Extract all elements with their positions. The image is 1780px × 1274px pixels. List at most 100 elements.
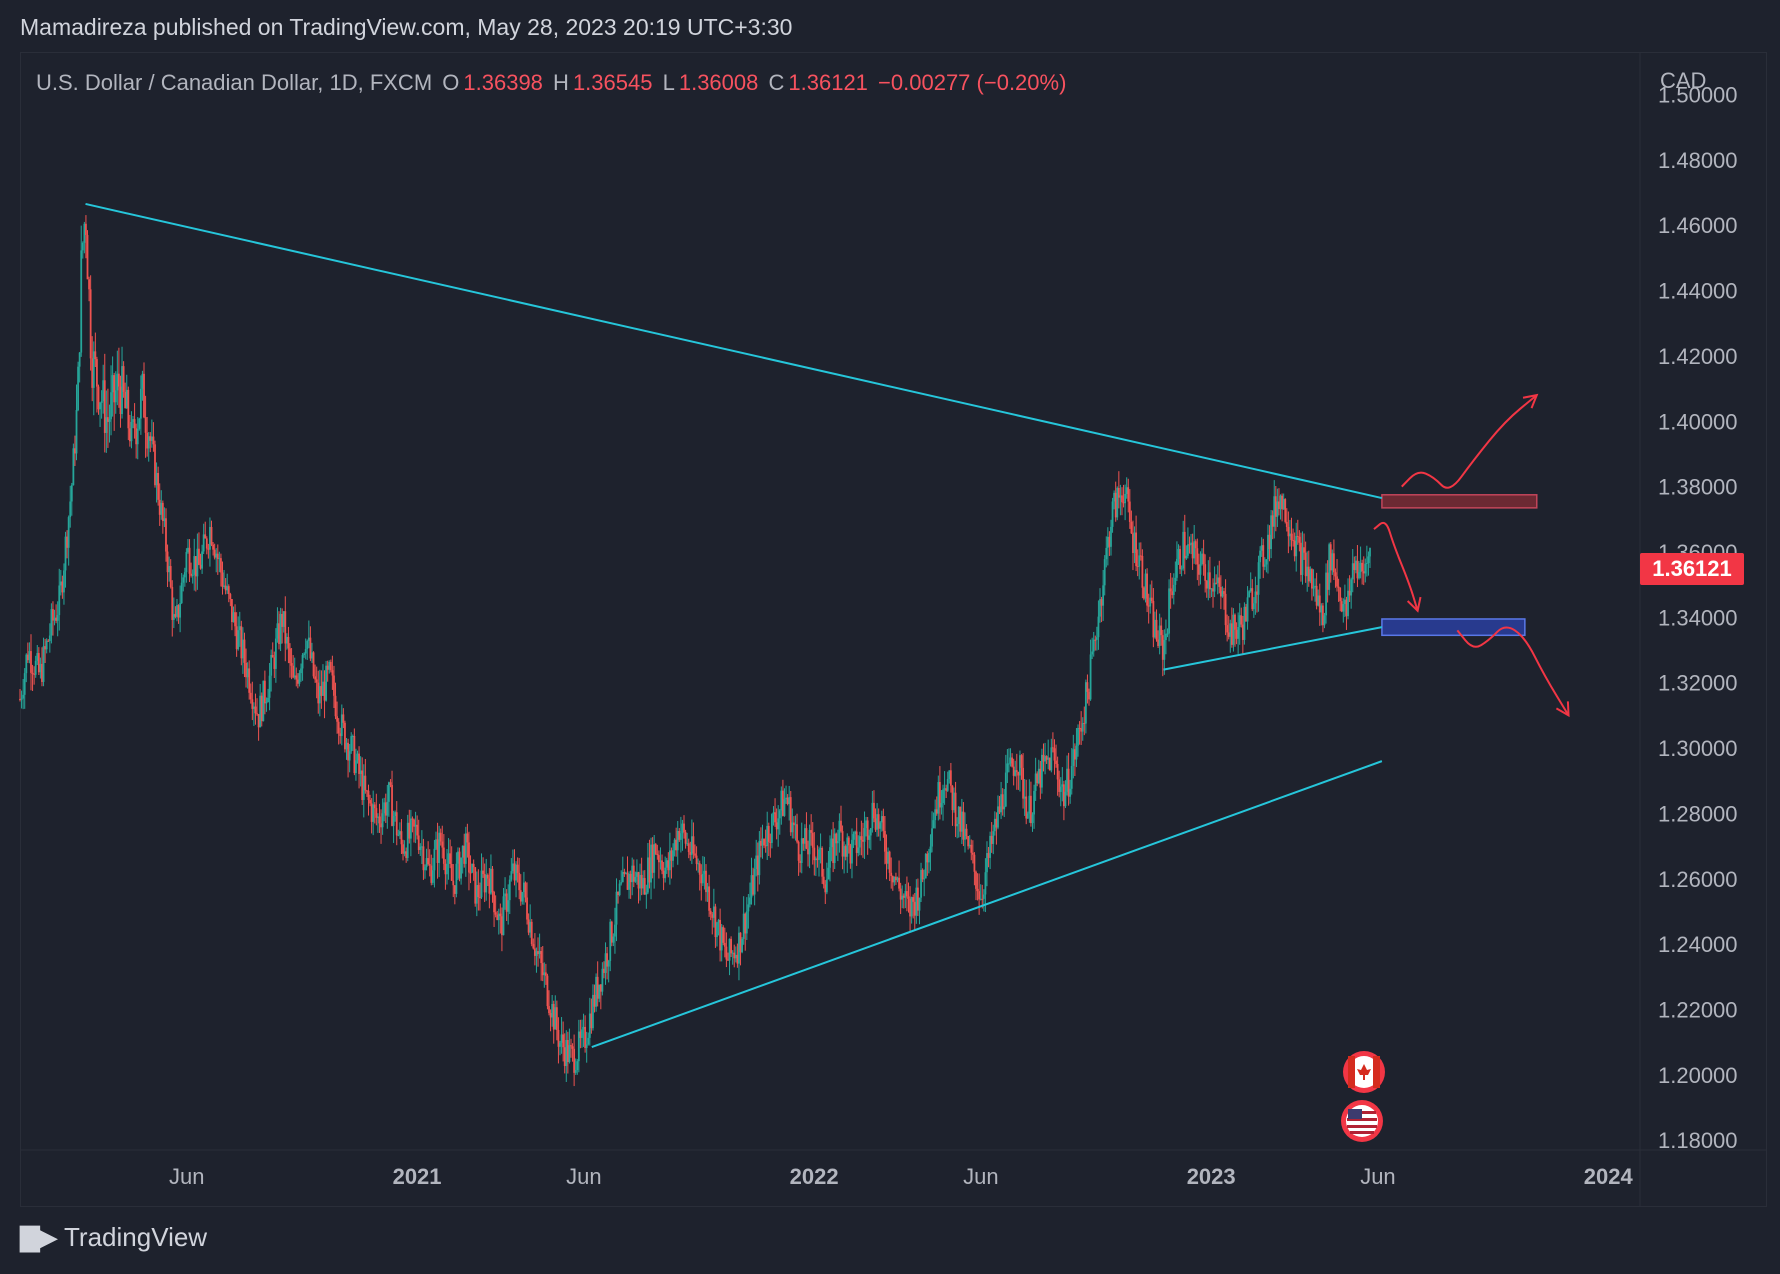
candle-body	[1146, 573, 1148, 606]
candle-body	[171, 586, 174, 620]
candle-body	[1125, 487, 1128, 495]
projection-arrows[interactable]	[1373, 393, 1570, 718]
candle-body	[1336, 576, 1338, 587]
candle-body	[1267, 534, 1269, 560]
candle-body	[604, 953, 607, 973]
candle-body	[290, 663, 293, 666]
candle-body	[334, 695, 337, 717]
candle-body	[457, 851, 459, 864]
candle-body	[455, 863, 458, 894]
candle-body	[1078, 727, 1081, 729]
candle-body	[263, 680, 266, 704]
candle-body	[1069, 788, 1072, 797]
candle-body	[576, 1061, 579, 1070]
candle-body	[337, 721, 340, 734]
candle-body	[946, 779, 949, 791]
candle-body	[1290, 533, 1293, 541]
ascending-trendline-short[interactable]	[1163, 626, 1383, 671]
candle-body	[42, 646, 45, 682]
candle-body	[1001, 794, 1004, 810]
descending-trendline[interactable]	[85, 202, 1383, 500]
candle-body	[1048, 757, 1051, 771]
usa-flag-icon[interactable]	[1341, 1100, 1383, 1142]
candle-body	[1350, 579, 1353, 596]
pullback-arrow-head	[1406, 596, 1422, 613]
candle-body	[672, 850, 674, 861]
candle-body	[789, 797, 792, 833]
candle-body	[863, 828, 866, 842]
candle-body	[683, 823, 685, 833]
candle-body	[568, 1045, 571, 1063]
candle-body	[1022, 767, 1024, 799]
candle-body	[141, 373, 144, 389]
candle-body	[761, 838, 764, 846]
canada-flag-icon[interactable]	[1343, 1051, 1385, 1093]
candle-body	[154, 444, 156, 486]
candle-body	[81, 242, 84, 251]
candle-body	[340, 714, 343, 737]
candle-body	[1285, 521, 1288, 527]
candle-body	[992, 831, 995, 844]
candle-body	[64, 536, 67, 571]
bearish-breakdown-arrow[interactable]	[1456, 626, 1570, 716]
candle-body	[246, 668, 249, 678]
resistance-zone[interactable]	[1381, 494, 1538, 509]
candle-body	[1168, 588, 1170, 634]
candle-body	[102, 380, 105, 402]
candle-body	[80, 250, 83, 353]
candle-body	[719, 919, 722, 951]
candle-body	[215, 553, 218, 558]
candle-body	[995, 818, 998, 828]
ascending-trendline-long[interactable]	[591, 760, 1383, 1049]
candle-body	[709, 910, 712, 915]
candle-body	[714, 906, 717, 938]
candle-body	[1317, 595, 1320, 606]
candle-body	[838, 820, 841, 841]
candle-body	[161, 502, 164, 522]
y-tick-label: 1.50000	[1658, 82, 1738, 107]
candle-body	[74, 448, 76, 454]
candle-body	[618, 883, 621, 895]
candle-body	[210, 526, 213, 545]
candle-body	[1144, 573, 1147, 599]
y-axis-ticks[interactable]: 1.50000 1.48000 1.46000 1.44000 1.42000 1.400…	[1658, 82, 1738, 1153]
candle-body	[1212, 588, 1214, 592]
candle-body	[965, 828, 968, 837]
support-zone[interactable]	[1381, 618, 1526, 637]
candle-body	[1044, 756, 1046, 762]
candle-body	[1295, 535, 1298, 557]
candle-body	[108, 419, 111, 422]
candle-body	[1100, 599, 1103, 606]
candle-body	[92, 351, 95, 388]
candle-body	[733, 952, 736, 959]
candle-body	[833, 833, 836, 863]
candle-body	[753, 868, 756, 895]
candle-body	[1328, 544, 1331, 590]
candle-body	[877, 814, 880, 829]
candle-body	[110, 392, 112, 420]
candle-body	[1298, 536, 1301, 543]
candle-body	[31, 672, 34, 674]
bullish-breakout-arrow[interactable]	[1401, 394, 1538, 489]
price-zones[interactable]	[1381, 494, 1538, 637]
candle-body	[1011, 757, 1013, 767]
candle-body	[934, 809, 937, 821]
candle-body	[1237, 626, 1240, 639]
candle-body	[960, 811, 963, 832]
candle-body	[657, 855, 660, 863]
candle-body	[849, 845, 852, 864]
x-axis-ticks[interactable]: Jun 2021 Jun 2022 Jun 2023 Jun 2024	[169, 1164, 1633, 1189]
candle-body	[400, 831, 403, 845]
candle-body	[1240, 615, 1243, 625]
symbol-title[interactable]: U.S. Dollar / Canadian Dollar, 1D, FXCM	[36, 70, 433, 95]
candle-body	[1062, 784, 1065, 807]
candle-body	[169, 566, 172, 587]
candle-body	[957, 806, 960, 824]
tradingview-logo[interactable]: ▇▶ TradingView	[20, 1222, 207, 1253]
candle-body	[1172, 584, 1175, 596]
candle-body	[538, 951, 541, 955]
candle-body	[678, 830, 681, 840]
pullback-arrow[interactable]	[1373, 521, 1419, 612]
trendlines[interactable]	[85, 202, 1383, 1049]
